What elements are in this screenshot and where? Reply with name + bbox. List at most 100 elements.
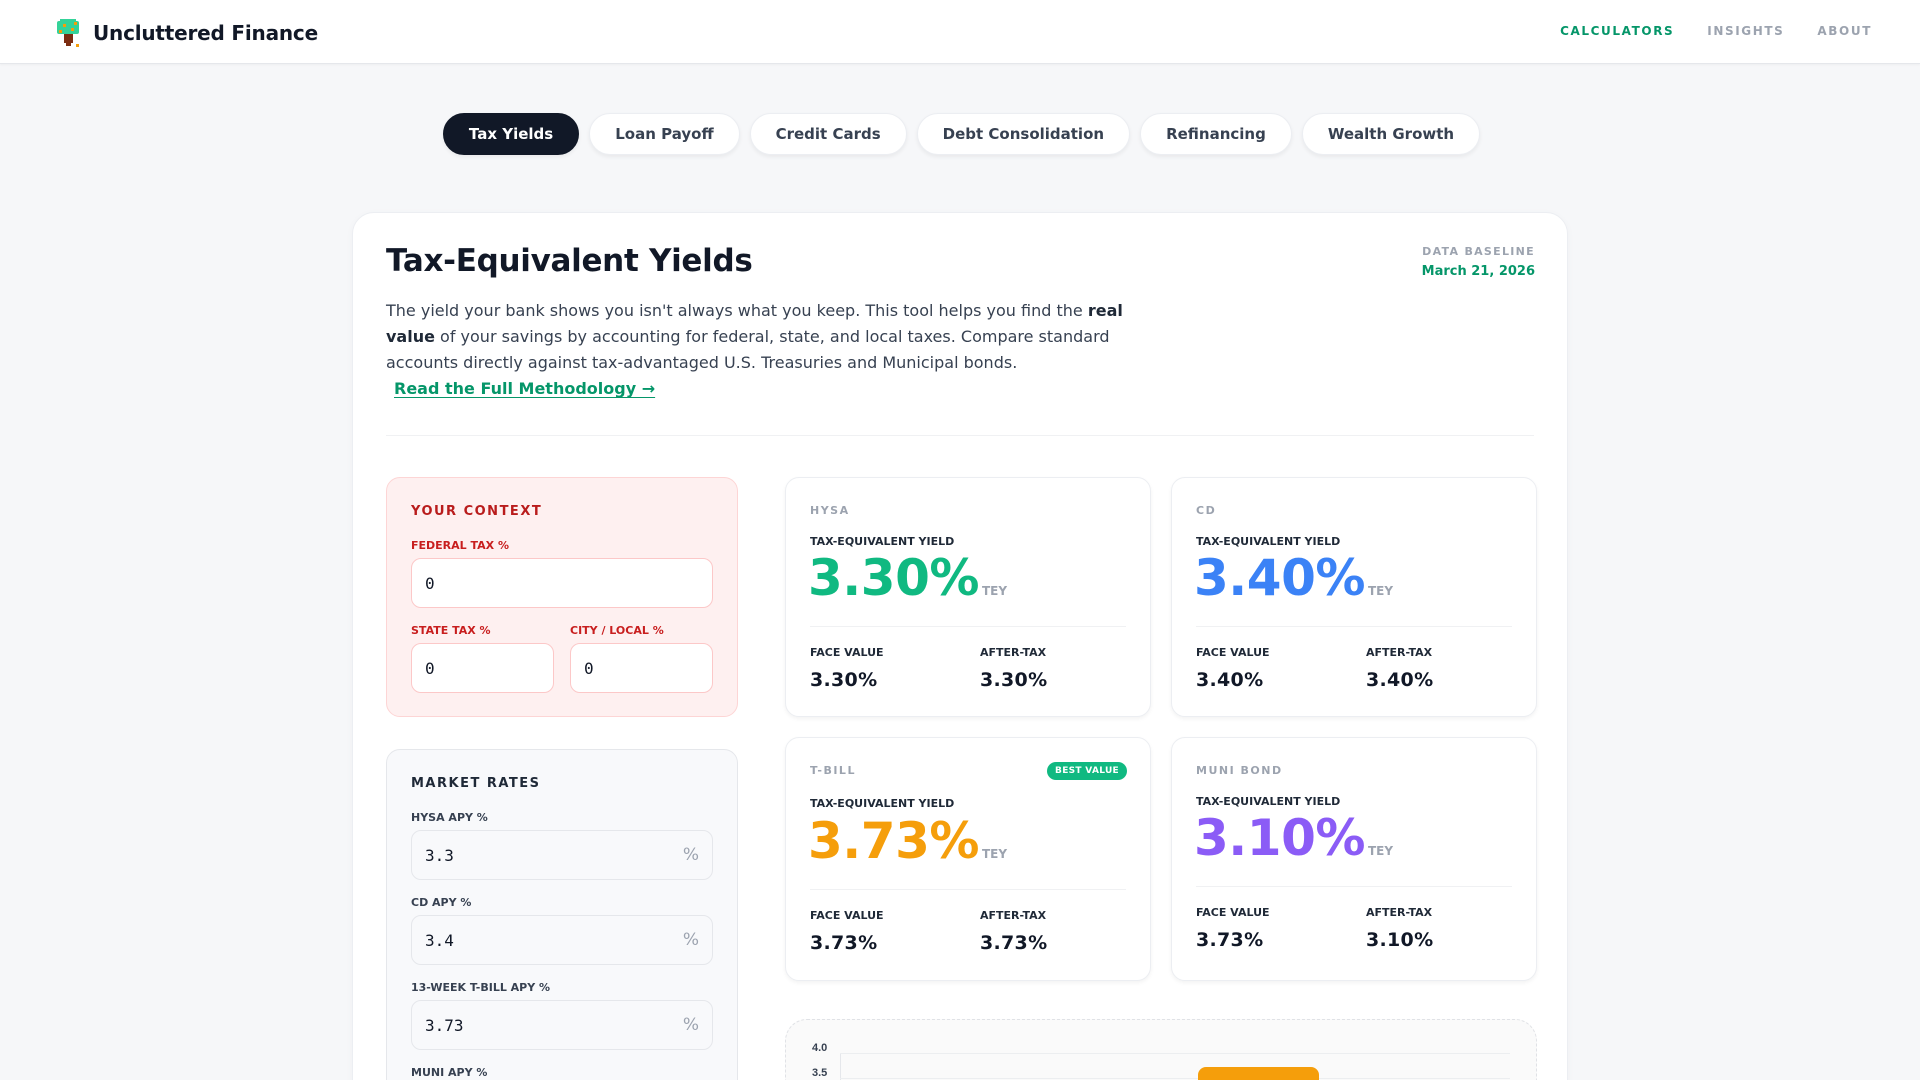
federal-tax-input[interactable]: 0 — [411, 558, 713, 608]
after-tax-value: 3.73% — [980, 932, 1048, 954]
tey-value: 3.30% — [808, 549, 979, 607]
after-tax-value: 3.30% — [980, 669, 1048, 691]
section-divider — [386, 435, 1534, 436]
intro-text-bold: real value — [386, 301, 1123, 346]
percent-icon: % — [682, 1015, 699, 1035]
market-rates-panel: MARKET RATES HYSA APY % 3.3 % CD APY % 3… — [386, 749, 738, 1080]
calculator-tabs: Tax Yields Loan Payoff Credit Cards Debt… — [0, 113, 1920, 155]
tab-debt-consolidation[interactable]: Debt Consolidation — [916, 113, 1131, 155]
methodology-link[interactable]: Read the Full Methodology → — [394, 379, 656, 398]
tey-label: TAX-EQUIVALENT YIELD — [810, 797, 955, 810]
after-tax-value: 3.10% — [1366, 929, 1434, 951]
tey-suffix: TEY — [1367, 844, 1394, 858]
nav-calculators[interactable]: CALCULATORS — [1560, 24, 1675, 38]
percent-icon: % — [682, 845, 699, 865]
after-tax-stat: AFTER-TAX 3.30% — [980, 646, 1047, 691]
after-tax-value: 3.40% — [1366, 669, 1434, 691]
hysa-yield-card: HYSA TAX-EQUIVALENT YIELD 3.30% TEY FACE… — [785, 477, 1151, 717]
pixel-tree-icon — [55, 19, 81, 47]
tey-value: 3.10% — [1194, 809, 1365, 867]
face-value-label: FACE VALUE — [1196, 906, 1270, 919]
intro-text-end: of your savings by accounting for federa… — [386, 327, 1110, 372]
tey-suffix: TEY — [1367, 584, 1394, 598]
after-tax-label: AFTER-TAX — [1366, 646, 1433, 659]
state-tax-input[interactable]: 0 — [411, 643, 554, 693]
face-value-label: FACE VALUE — [810, 909, 884, 922]
tab-refinancing[interactable]: Refinancing — [1140, 113, 1292, 155]
hysa-apy-value: 3.3 — [425, 845, 454, 865]
face-value: 3.73% — [1196, 929, 1264, 951]
tbill-apy-value: 3.73 — [425, 1015, 464, 1035]
face-value-stat: FACE VALUE 3.40% — [1196, 646, 1270, 691]
yield-comparison-chart: 4.0 3.5 — [785, 1019, 1537, 1080]
nav-insights[interactable]: INSIGHTS — [1707, 24, 1785, 38]
muni-apy-label: MUNI APY % — [411, 1066, 488, 1079]
after-tax-label: AFTER-TAX — [1366, 906, 1433, 919]
baseline-label: DATA BASELINE — [1422, 245, 1535, 258]
intro-text-start: The yield your bank shows you isn't alwa… — [386, 301, 1088, 320]
page-title: Tax-Equivalent Yields — [386, 243, 753, 279]
tey-suffix: TEY — [981, 847, 1008, 861]
y-axis — [840, 1054, 841, 1080]
tey-value: 3.73% — [808, 812, 979, 870]
main-nav: CALCULATORS INSIGHTS ABOUT — [1560, 24, 1872, 38]
card-divider — [810, 626, 1126, 627]
face-value-stat: FACE VALUE 3.73% — [1196, 906, 1270, 951]
face-value-label: FACE VALUE — [1196, 646, 1270, 659]
tbill-apy-input[interactable]: 3.73 % — [411, 1000, 713, 1050]
after-tax-stat: AFTER-TAX 3.40% — [1366, 646, 1433, 691]
face-value: 3.30% — [810, 669, 878, 691]
calculator-card: Tax-Equivalent Yields DATA BASELINE Marc… — [352, 212, 1568, 1080]
card-divider — [1196, 626, 1512, 627]
top-navbar: Uncluttered Finance CALCULATORS INSIGHTS… — [0, 0, 1920, 64]
tey-row: 3.10% TEY — [1194, 808, 1393, 868]
federal-tax-label: FEDERAL TAX % — [411, 539, 509, 552]
tab-loan-payoff[interactable]: Loan Payoff — [589, 113, 740, 155]
face-value: 3.40% — [1196, 669, 1264, 691]
tey-row: 3.30% TEY — [808, 548, 1007, 608]
tey-label: TAX-EQUIVALENT YIELD — [1196, 535, 1341, 548]
cd-yield-card: CD TAX-EQUIVALENT YIELD 3.40% TEY FACE V… — [1171, 477, 1537, 717]
tey-row: 3.40% TEY — [1194, 548, 1393, 608]
brand-name: Uncluttered Finance — [93, 21, 318, 45]
face-value: 3.73% — [810, 932, 878, 954]
card-kind: T-BILL — [810, 764, 856, 777]
cd-apy-value: 3.4 — [425, 930, 454, 950]
intro-text: The yield your bank shows you isn't alwa… — [386, 298, 1146, 402]
hysa-apy-input[interactable]: 3.3 % — [411, 830, 713, 880]
after-tax-label: AFTER-TAX — [980, 909, 1047, 922]
tbill-apy-label: 13-WEEK T-BILL APY % — [411, 981, 551, 994]
face-value-label: FACE VALUE — [810, 646, 884, 659]
card-kind: MUNI BOND — [1196, 764, 1283, 777]
muni-yield-card: MUNI BOND TAX-EQUIVALENT YIELD 3.10% TEY… — [1171, 737, 1537, 981]
data-baseline: DATA BASELINE March 21, 2026 — [1422, 245, 1535, 279]
tbill-yield-card: T-BILL BEST VALUE TAX-EQUIVALENT YIELD 3… — [785, 737, 1151, 981]
brand-link[interactable]: Uncluttered Finance — [55, 19, 318, 47]
tey-suffix: TEY — [981, 584, 1008, 598]
best-value-badge: BEST VALUE — [1047, 762, 1127, 780]
tab-wealth-growth[interactable]: Wealth Growth — [1301, 113, 1481, 155]
city-tax-input[interactable]: 0 — [570, 643, 713, 693]
face-value-stat: FACE VALUE 3.73% — [810, 909, 884, 954]
card-kind: HYSA — [810, 504, 850, 517]
cd-apy-input[interactable]: 3.4 % — [411, 915, 713, 965]
gridline — [840, 1078, 1510, 1079]
city-tax-label: CITY / LOCAL % — [570, 624, 664, 637]
bar-tbill — [1198, 1067, 1319, 1080]
tey-label: TAX-EQUIVALENT YIELD — [810, 535, 955, 548]
your-context-panel: YOUR CONTEXT FEDERAL TAX % 0 STATE TAX %… — [386, 477, 738, 717]
card-divider — [1196, 886, 1512, 887]
nav-about[interactable]: ABOUT — [1817, 24, 1872, 38]
market-title: MARKET RATES — [411, 776, 541, 791]
face-value-stat: FACE VALUE 3.30% — [810, 646, 884, 691]
card-divider — [810, 889, 1126, 890]
percent-icon: % — [682, 930, 699, 950]
y-tick-4-0: 4.0 — [812, 1042, 828, 1054]
y-tick-3-5: 3.5 — [812, 1067, 828, 1079]
cd-apy-label: CD APY % — [411, 896, 472, 909]
state-tax-label: STATE TAX % — [411, 624, 491, 637]
gridline — [840, 1053, 1510, 1054]
tab-tax-yields[interactable]: Tax Yields — [442, 113, 580, 155]
tey-value: 3.40% — [1194, 549, 1365, 607]
tab-credit-cards[interactable]: Credit Cards — [749, 113, 907, 155]
